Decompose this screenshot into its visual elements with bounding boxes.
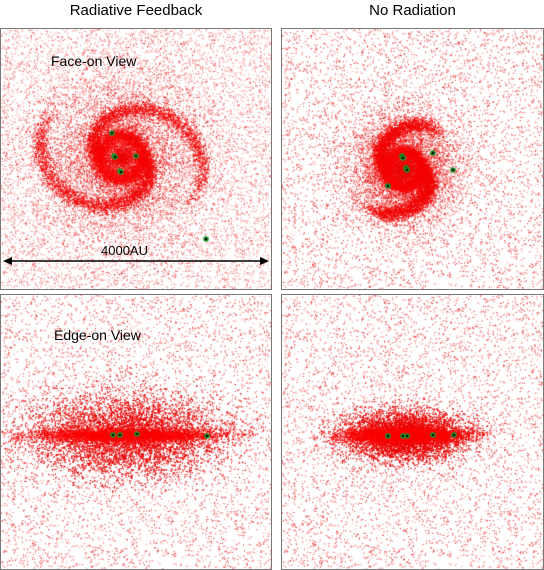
scale-bar-label: 4000AU xyxy=(101,243,148,258)
edge-on-no-radiation-image xyxy=(282,295,543,569)
column-title-radiative: Radiative Feedback xyxy=(69,2,203,19)
column-title-no-radiation: No Radiation xyxy=(369,2,456,19)
edge-on-radiative-image xyxy=(1,295,271,569)
face-on-radiative-panel: Face-on View 4000AU xyxy=(0,28,272,290)
face-on-no-radiation-panel xyxy=(281,28,544,290)
face-on-view-label: Face-on View xyxy=(51,53,137,69)
edge-on-radiative-panel: Edge-on View xyxy=(0,294,272,570)
edge-on-view-label: Edge-on View xyxy=(54,327,141,343)
face-on-no-radiation-image xyxy=(282,29,543,289)
edge-on-no-radiation-panel xyxy=(281,294,544,570)
face-on-radiative-image xyxy=(1,29,271,289)
scale-bar-arrow xyxy=(3,257,269,265)
